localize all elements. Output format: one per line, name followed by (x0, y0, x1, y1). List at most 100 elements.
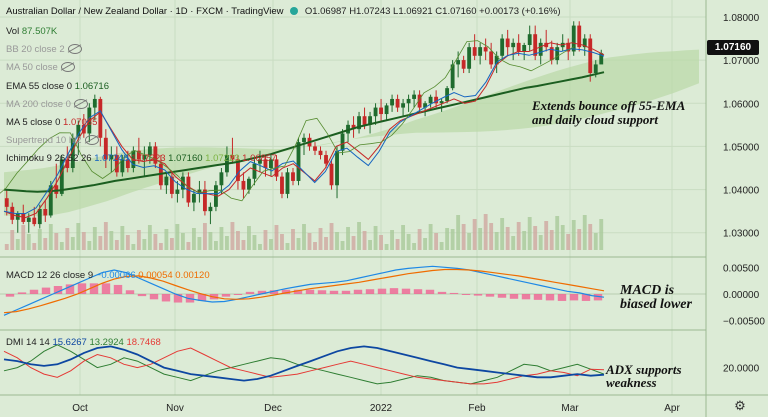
volume-bar (241, 240, 246, 250)
candle-body (329, 163, 334, 186)
candle-body (291, 172, 295, 181)
candle-body (511, 42, 516, 48)
eye-off-icon[interactable] (67, 44, 82, 55)
legend-dmi[interactable]: DMI 14 14 15.6267 13.2924 18.7468 (6, 337, 161, 348)
volume-bar (395, 239, 400, 250)
market-status-dot (290, 7, 299, 16)
volume-bar (153, 234, 158, 250)
symbol-title[interactable]: Australian Dollar / New Zealand Dollar ·… (6, 6, 284, 17)
volume-bar (582, 215, 587, 250)
volume-bar (417, 229, 422, 250)
kumo-cloud-area (4, 49, 699, 217)
legend-ma200[interactable]: MA 200 close 0 (6, 99, 88, 110)
candle-body (522, 45, 527, 52)
volume-bar (208, 232, 213, 250)
legend-ma50[interactable]: MA 50 close (6, 62, 75, 73)
macd-histogram-bar (89, 283, 99, 294)
volume-bar (478, 228, 483, 250)
macd-histogram-bar (125, 290, 135, 294)
volume-bar (489, 223, 494, 250)
volume-bar (225, 236, 229, 250)
candle-body (114, 155, 119, 173)
volume-bar (280, 234, 284, 250)
annotation-main-line1: Extends bounce off 55-EMA (532, 98, 686, 113)
ema55-line (3, 71, 605, 193)
candle-body (65, 159, 70, 168)
macd-histogram-bar (497, 294, 507, 298)
macd-histogram-bar (17, 292, 27, 294)
legend-ma5[interactable]: MA 5 close 0 1.07085 (6, 117, 98, 128)
volume-bar (98, 236, 103, 250)
legend-bb[interactable]: BB 20 close 2 (6, 44, 82, 55)
volume-bar (125, 235, 130, 250)
chikou-line (0, 40, 575, 202)
candle-body (4, 198, 9, 207)
time-tick-label: Nov (166, 403, 184, 414)
volume-bar (516, 222, 521, 250)
time-tick-label: Dec (264, 403, 282, 414)
volume-bar (180, 233, 185, 250)
eye-off-icon[interactable] (84, 135, 99, 146)
macd-histogram-bar (545, 294, 555, 301)
candle-body (191, 193, 196, 203)
volume-bar (296, 238, 301, 250)
price-tick-label: 1.03000 (723, 229, 760, 240)
volume-bar (593, 233, 598, 250)
candle-body (142, 155, 147, 160)
candle-body (555, 47, 560, 61)
macd-histogram-bar (413, 289, 423, 294)
minus-di-line (3, 347, 605, 385)
legend-ichimoku[interactable]: Ichimoku 9 26 52 26 1.07248 1.07223 1.07… (6, 153, 277, 164)
volume-bar (505, 227, 510, 250)
macd-histogram-bar (269, 290, 279, 294)
candle-body (368, 116, 372, 125)
volume-bar (87, 241, 92, 250)
gear-icon[interactable]: ⚙ (734, 398, 746, 413)
time-tick-label: Feb (468, 403, 486, 414)
volume-bar (390, 230, 394, 250)
annotation-macd-line2: biased lower (620, 297, 692, 312)
macd-histogram-bar (101, 283, 111, 294)
candle-body (26, 217, 31, 222)
eye-off-icon[interactable] (60, 62, 75, 73)
macd-histogram-bar (329, 290, 339, 294)
macd-histogram-bar (113, 284, 123, 294)
candle-body (120, 159, 125, 173)
candle-body (54, 185, 59, 194)
macd-histogram-bar (593, 294, 603, 301)
macd-histogram-bar (425, 289, 435, 294)
legend-supertrend[interactable]: Supertrend 10 hl2 (6, 135, 99, 146)
candle-body (428, 96, 433, 104)
candle-body (527, 34, 532, 45)
legend-macd[interactable]: MACD 12 26 close 9 −0.00066 0.00054 0.00… (6, 270, 210, 281)
eye-off-icon[interactable] (73, 99, 88, 110)
volume-bar (37, 229, 42, 250)
legend-ema55[interactable]: EMA 55 close 0 1.06716 (6, 81, 109, 92)
macd-histogram-bar (221, 294, 231, 297)
volume-bar (357, 222, 361, 250)
candle-body (285, 172, 290, 194)
volume-bar (54, 233, 59, 250)
annotation-main-line2: and daily cloud support (532, 112, 659, 127)
macd-panel (0, 265, 706, 316)
candle-body (500, 38, 505, 56)
candle-body (169, 176, 174, 194)
candle-body (164, 176, 169, 186)
volume-bar (114, 240, 119, 250)
volume-bar (307, 233, 312, 250)
candle-body (109, 155, 114, 160)
candle-body (76, 124, 81, 138)
legend-vol[interactable]: Vol 87.507K (6, 26, 58, 37)
candle-body (494, 55, 499, 65)
volume-bar (428, 224, 433, 250)
macd-tick-label: 0.00500 (723, 263, 760, 274)
candle-body (467, 47, 472, 69)
candle-body (423, 103, 428, 108)
adx-line (3, 345, 605, 382)
volume-bar (412, 243, 417, 250)
volume-bar (274, 225, 279, 250)
candle-body (318, 150, 323, 156)
volume-bar (285, 243, 290, 250)
candle-body (202, 189, 207, 212)
